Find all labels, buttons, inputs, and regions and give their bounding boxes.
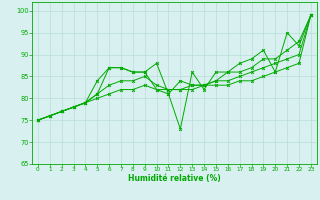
X-axis label: Humidité relative (%): Humidité relative (%) (128, 174, 221, 183)
